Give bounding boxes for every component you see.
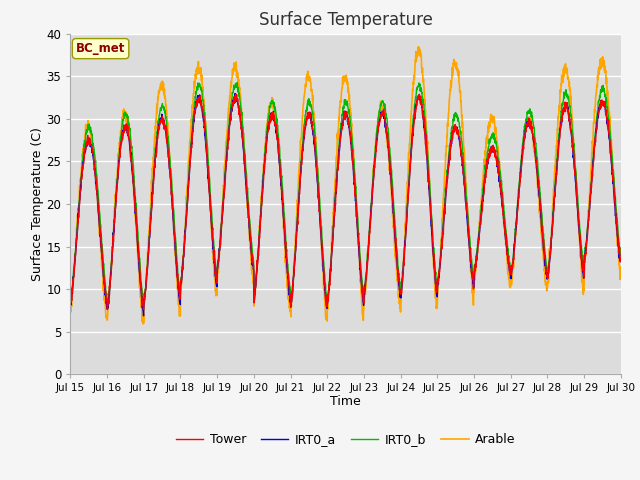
IRT0_b (234, 80, 241, 85)
Arable (139, 321, 147, 327)
Legend: Tower, IRT0_a, IRT0_b, Arable: Tower, IRT0_a, IRT0_b, Arable (171, 428, 520, 451)
IRT0_a (569, 142, 577, 148)
Y-axis label: Surface Temperature (C): Surface Temperature (C) (31, 127, 44, 281)
Tower (374, 124, 381, 130)
IRT0_b (374, 120, 381, 126)
IRT0_a (617, 259, 625, 264)
Arable (506, 284, 514, 290)
IRT0_b (569, 130, 577, 136)
Arable (569, 120, 577, 126)
IRT0_a (220, 191, 228, 197)
Title: Surface Temperature: Surface Temperature (259, 11, 433, 29)
Tower (506, 267, 514, 273)
IRT0_b (617, 252, 625, 258)
IRT0_a (374, 128, 381, 134)
IRT0_b (362, 273, 370, 279)
IRT0_a (140, 313, 147, 319)
Text: BC_met: BC_met (76, 42, 125, 55)
Arable (220, 168, 228, 174)
Arable (617, 264, 625, 270)
Tower (617, 256, 625, 262)
Tower (232, 91, 240, 97)
Arable (362, 285, 369, 290)
Line: Tower: Tower (70, 94, 621, 309)
Tower (220, 191, 228, 196)
Line: Arable: Arable (70, 47, 621, 324)
IRT0_a (231, 91, 239, 96)
Tower (584, 224, 592, 229)
IRT0_b (103, 304, 111, 310)
Arable (584, 223, 592, 229)
Tower (362, 276, 370, 282)
Line: IRT0_b: IRT0_b (70, 83, 621, 307)
Arable (415, 44, 422, 50)
Tower (140, 306, 147, 312)
IRT0_a (584, 225, 592, 230)
IRT0_b (67, 291, 74, 297)
IRT0_b (220, 183, 228, 189)
Line: IRT0_a: IRT0_a (70, 94, 621, 316)
X-axis label: Time: Time (330, 395, 361, 408)
IRT0_b (584, 221, 592, 227)
Arable (374, 126, 381, 132)
IRT0_b (506, 260, 514, 265)
IRT0_a (506, 266, 514, 272)
IRT0_a (362, 277, 370, 283)
Arable (67, 309, 74, 315)
Tower (67, 295, 74, 300)
Tower (569, 144, 577, 149)
IRT0_a (67, 302, 74, 308)
